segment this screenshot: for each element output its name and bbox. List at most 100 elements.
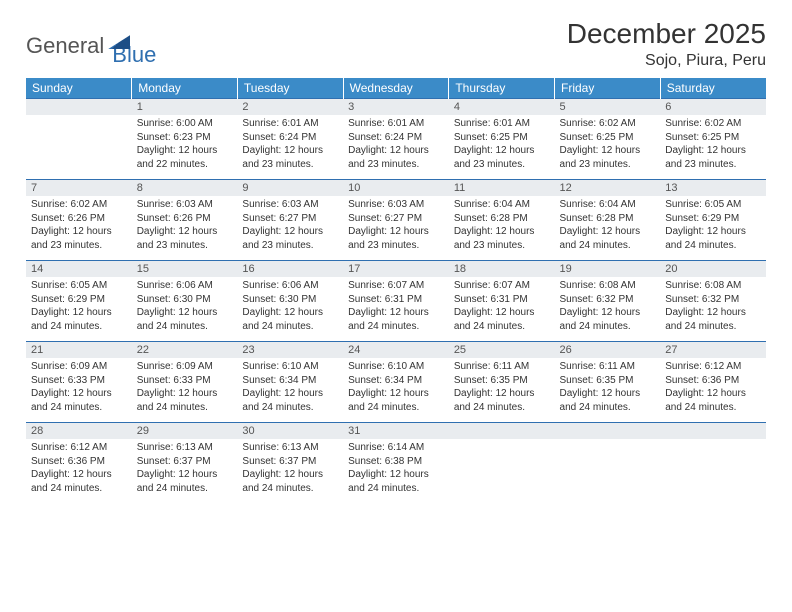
day-number: 23 [237, 342, 343, 358]
sunset-text: Sunset: 6:28 PM [560, 212, 656, 226]
day-number: 7 [26, 180, 132, 196]
sunset-text: Sunset: 6:26 PM [31, 212, 127, 226]
calendar-cell: 9Sunrise: 6:03 AMSunset: 6:27 PMDaylight… [237, 180, 343, 261]
day-number: 13 [660, 180, 766, 196]
day-number: 4 [449, 99, 555, 115]
day-content: Sunrise: 6:14 AMSunset: 6:38 PMDaylight:… [343, 439, 449, 503]
sunset-text: Sunset: 6:30 PM [137, 293, 233, 307]
sunset-text: Sunset: 6:31 PM [348, 293, 444, 307]
sunset-text: Sunset: 6:30 PM [242, 293, 338, 307]
day-number: 28 [26, 423, 132, 439]
calendar-cell: 24Sunrise: 6:10 AMSunset: 6:34 PMDayligh… [343, 342, 449, 423]
day-number: 9 [237, 180, 343, 196]
daylight-text: Daylight: 12 hours and 24 minutes. [242, 468, 338, 495]
calendar-cell: 4Sunrise: 6:01 AMSunset: 6:25 PMDaylight… [449, 99, 555, 180]
calendar-cell: 25Sunrise: 6:11 AMSunset: 6:35 PMDayligh… [449, 342, 555, 423]
daylight-text: Daylight: 12 hours and 23 minutes. [137, 225, 233, 252]
daylight-text: Daylight: 12 hours and 24 minutes. [31, 468, 127, 495]
sunrise-text: Sunrise: 6:08 AM [665, 279, 761, 293]
sunset-text: Sunset: 6:24 PM [242, 131, 338, 145]
calendar-cell: 18Sunrise: 6:07 AMSunset: 6:31 PMDayligh… [449, 261, 555, 342]
day-content [660, 439, 766, 493]
sunset-text: Sunset: 6:24 PM [348, 131, 444, 145]
calendar-row: 7Sunrise: 6:02 AMSunset: 6:26 PMDaylight… [26, 180, 766, 261]
sunrise-text: Sunrise: 6:02 AM [31, 198, 127, 212]
dh-tue: Tuesday [237, 78, 343, 99]
day-content: Sunrise: 6:04 AMSunset: 6:28 PMDaylight:… [449, 196, 555, 260]
daylight-text: Daylight: 12 hours and 24 minutes. [137, 306, 233, 333]
sunrise-text: Sunrise: 6:03 AM [137, 198, 233, 212]
sunset-text: Sunset: 6:25 PM [560, 131, 656, 145]
sunset-text: Sunset: 6:33 PM [137, 374, 233, 388]
sunset-text: Sunset: 6:25 PM [665, 131, 761, 145]
day-number [660, 423, 766, 439]
day-number: 14 [26, 261, 132, 277]
sunset-text: Sunset: 6:35 PM [454, 374, 550, 388]
logo-text-general: General [26, 33, 104, 59]
day-number: 11 [449, 180, 555, 196]
sunrise-text: Sunrise: 6:01 AM [348, 117, 444, 131]
daylight-text: Daylight: 12 hours and 24 minutes. [31, 387, 127, 414]
title-block: December 2025 Sojo, Piura, Peru [567, 18, 766, 70]
day-content: Sunrise: 6:10 AMSunset: 6:34 PMDaylight:… [343, 358, 449, 422]
daylight-text: Daylight: 12 hours and 24 minutes. [348, 306, 444, 333]
day-number: 21 [26, 342, 132, 358]
dh-wed: Wednesday [343, 78, 449, 99]
daylight-text: Daylight: 12 hours and 24 minutes. [137, 387, 233, 414]
calendar-cell: 6Sunrise: 6:02 AMSunset: 6:25 PMDaylight… [660, 99, 766, 180]
sunset-text: Sunset: 6:36 PM [31, 455, 127, 469]
calendar-cell: 19Sunrise: 6:08 AMSunset: 6:32 PMDayligh… [555, 261, 661, 342]
sunset-text: Sunset: 6:29 PM [665, 212, 761, 226]
calendar-cell: 5Sunrise: 6:02 AMSunset: 6:25 PMDaylight… [555, 99, 661, 180]
day-content: Sunrise: 6:05 AMSunset: 6:29 PMDaylight:… [26, 277, 132, 341]
day-content: Sunrise: 6:02 AMSunset: 6:25 PMDaylight:… [555, 115, 661, 179]
calendar-cell: 2Sunrise: 6:01 AMSunset: 6:24 PMDaylight… [237, 99, 343, 180]
calendar-cell [660, 423, 766, 504]
day-number: 19 [555, 261, 661, 277]
daylight-text: Daylight: 12 hours and 23 minutes. [560, 144, 656, 171]
day-content: Sunrise: 6:07 AMSunset: 6:31 PMDaylight:… [449, 277, 555, 341]
sunrise-text: Sunrise: 6:09 AM [137, 360, 233, 374]
daylight-text: Daylight: 12 hours and 23 minutes. [665, 144, 761, 171]
daylight-text: Daylight: 12 hours and 23 minutes. [348, 144, 444, 171]
day-number: 30 [237, 423, 343, 439]
calendar-cell: 30Sunrise: 6:13 AMSunset: 6:37 PMDayligh… [237, 423, 343, 504]
calendar-table: Sunday Monday Tuesday Wednesday Thursday… [26, 78, 766, 503]
day-content: Sunrise: 6:05 AMSunset: 6:29 PMDaylight:… [660, 196, 766, 260]
calendar-cell: 3 Sunrise: 6:01 AMSunset: 6:24 PMDaylight… [343, 99, 449, 180]
calendar-cell: 12Sunrise: 6:04 AMSunset: 6:28 PMDayligh… [555, 180, 661, 261]
daylight-text: Daylight: 12 hours and 24 minutes. [665, 387, 761, 414]
day-number: 12 [555, 180, 661, 196]
sunset-text: Sunset: 6:31 PM [454, 293, 550, 307]
daylight-text: Daylight: 12 hours and 23 minutes. [31, 225, 127, 252]
sunrise-text: Sunrise: 6:04 AM [560, 198, 656, 212]
day-content: Sunrise: 6:09 AMSunset: 6:33 PMDaylight:… [132, 358, 238, 422]
dh-thu: Thursday [449, 78, 555, 99]
daylight-text: Daylight: 12 hours and 24 minutes. [348, 387, 444, 414]
daylight-text: Daylight: 12 hours and 24 minutes. [348, 468, 444, 495]
day-content: Sunrise: 6:12 AMSunset: 6:36 PMDaylight:… [660, 358, 766, 422]
sunset-text: Sunset: 6:36 PM [665, 374, 761, 388]
day-number: 3 [343, 99, 449, 115]
sunset-text: Sunset: 6:28 PM [454, 212, 550, 226]
sunrise-text: Sunrise: 6:06 AM [242, 279, 338, 293]
sunrise-text: Sunrise: 6:02 AM [665, 117, 761, 131]
day-content: Sunrise: 6:08 AMSunset: 6:32 PMDaylight:… [660, 277, 766, 341]
daylight-text: Daylight: 12 hours and 24 minutes. [242, 306, 338, 333]
calendar-cell: 10Sunrise: 6:03 AMSunset: 6:27 PMDayligh… [343, 180, 449, 261]
day-number: 15 [132, 261, 238, 277]
calendar-cell [449, 423, 555, 504]
daylight-text: Daylight: 12 hours and 23 minutes. [242, 144, 338, 171]
sunrise-text: Sunrise: 6:08 AM [560, 279, 656, 293]
day-content: Sunrise: 6:11 AMSunset: 6:35 PMDaylight:… [555, 358, 661, 422]
daylight-text: Daylight: 12 hours and 24 minutes. [454, 306, 550, 333]
daylight-text: Daylight: 12 hours and 24 minutes. [242, 387, 338, 414]
day-number: 2 [237, 99, 343, 115]
sunrise-text: Sunrise: 6:10 AM [242, 360, 338, 374]
daylight-text: Daylight: 12 hours and 22 minutes. [137, 144, 233, 171]
day-content: Sunrise: 6:00 AMSunset: 6:23 PMDaylight:… [132, 115, 238, 179]
location: Sojo, Piura, Peru [567, 52, 766, 70]
sunrise-text: Sunrise: 6:05 AM [31, 279, 127, 293]
sunrise-text: Sunrise: 6:13 AM [137, 441, 233, 455]
calendar-cell: 20Sunrise: 6:08 AMSunset: 6:32 PMDayligh… [660, 261, 766, 342]
